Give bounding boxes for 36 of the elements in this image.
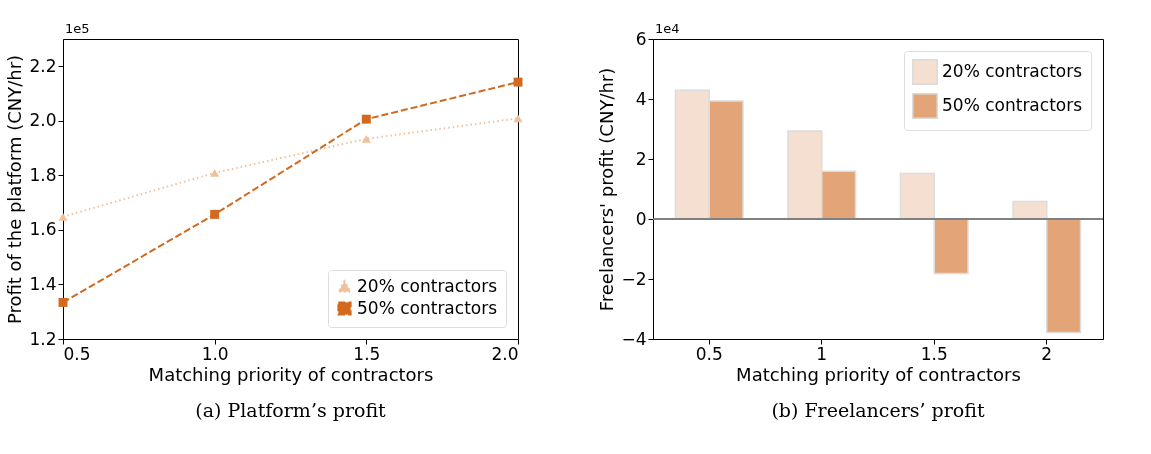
y-tick-label: 2.0: [29, 110, 57, 131]
bar: [933, 218, 969, 275]
x-tick-label: 1: [816, 343, 828, 364]
y-axis-title: Profit of the platform (CNY/hr): [4, 54, 26, 325]
y-tick-label: 1.6: [29, 219, 57, 240]
legend-label: 20% contractors: [942, 61, 1083, 81]
x-tick-label: 1.5: [353, 343, 381, 364]
bar: [1046, 218, 1082, 334]
y-axis-title: Freelancers' profit (CNY/hr): [596, 67, 618, 312]
y-tick-label: 2.2: [29, 55, 57, 76]
bar: [1012, 200, 1048, 220]
legend-label: 50% contractors: [942, 95, 1083, 115]
y-tick-label: 2: [635, 148, 647, 169]
legend-label: 50% contractors: [357, 297, 498, 318]
legend-label: 20% contractors: [357, 275, 498, 296]
x-axis-title: Matching priority of contractors: [148, 363, 434, 385]
bar: [899, 172, 935, 220]
y-tick-label: 1.4: [29, 273, 57, 294]
text: 1e4: [655, 21, 680, 36]
y-tick-label: −2: [621, 268, 647, 289]
x-tick-label: 0.5: [63, 343, 91, 364]
text: 1e5: [65, 21, 90, 36]
x-tick-label: 1.0: [201, 343, 229, 364]
y-tick-label: 0: [635, 208, 647, 229]
text: (b) Freelancers’ profit: [771, 399, 985, 421]
y-tick-label: 1.2: [29, 328, 57, 349]
x-tick-label: 1.5: [920, 343, 948, 364]
y-tick-label: −4: [621, 328, 647, 349]
y-tick-label: 6: [635, 28, 647, 49]
x-axis-title: Matching priority of contractors: [736, 363, 1021, 385]
x-tick-label: 2: [1041, 343, 1053, 364]
x-tick-label: 0.5: [695, 343, 723, 364]
x-tick-label: 2.0: [491, 343, 519, 364]
text: (a) Platform’s profit: [195, 399, 387, 421]
y-tick-label: 4: [635, 88, 647, 109]
y-tick-label: 1.8: [29, 164, 57, 185]
